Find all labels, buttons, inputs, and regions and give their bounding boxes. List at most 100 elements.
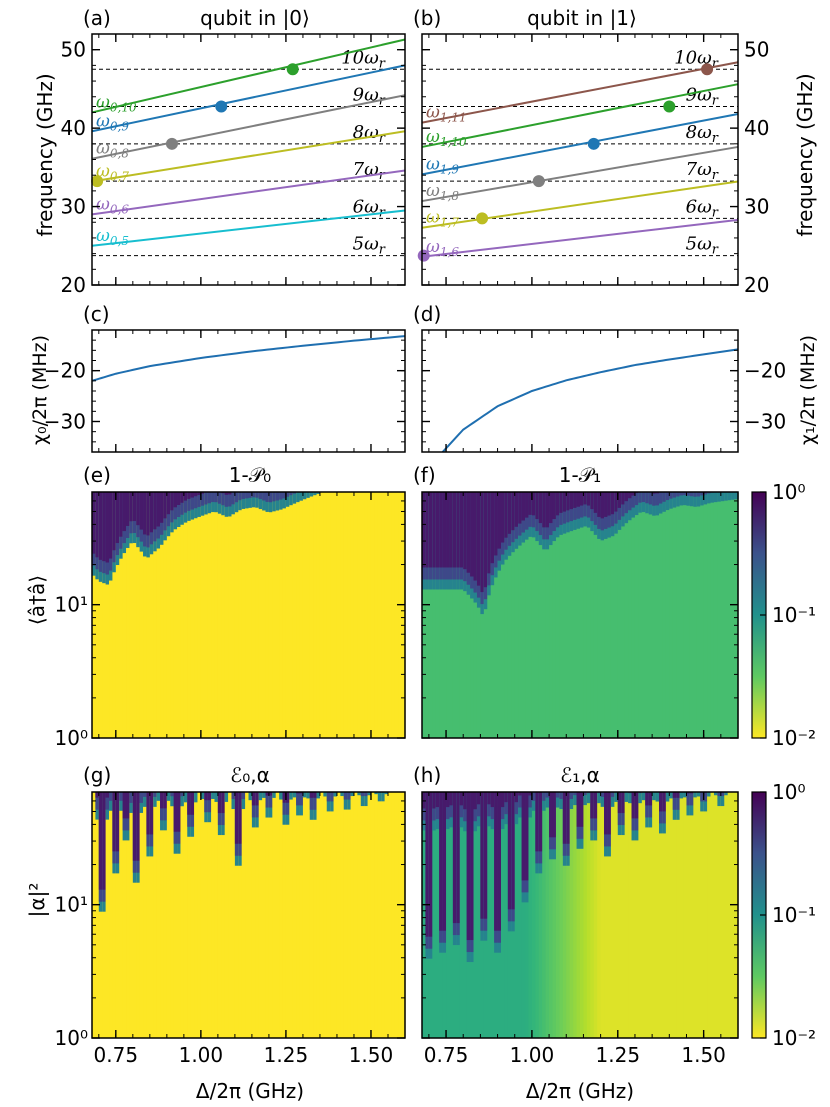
panel-title-b: qubit in |1⟩ [527,6,637,30]
heatmap-cell [518,492,523,524]
crossing-marker [663,100,676,113]
panel-letter-a: (a) [83,6,111,30]
x-tick-label: 0.75 [94,1043,139,1067]
heatmap-cell [398,492,403,738]
heatmap-cell [156,492,161,738]
heatmap-cell [446,492,451,738]
heatmap-cell [95,492,100,558]
heatmap-cell [641,792,646,801]
heatmap-cell [679,492,684,738]
heatmap-cell [542,792,547,811]
heatmap-cell [597,492,602,517]
heatmap-cell [170,792,175,1038]
heatmap-cell [518,792,523,808]
heatmap-cell [689,492,694,738]
heatmap-cell [224,792,229,802]
heatmap-cell [634,492,639,738]
heatmap-cell [480,492,485,593]
heatmap-cell [624,492,629,502]
heatmap-cell [268,492,273,503]
heatmap-cell [377,792,382,1038]
colorbar-tick-label: 10⁰ [772,480,805,504]
heatmap-cell [279,492,284,500]
heatmap-cell [370,492,375,738]
heatmap-cell [446,492,451,568]
heatmap-cell [200,792,205,799]
heatmap-cell [713,492,718,503]
heatmap-cell [194,492,199,509]
heatmap-cell [624,792,629,1038]
heatmap-cell [95,792,100,810]
heatmap-cell [268,492,273,738]
heatmap-cell [211,492,216,503]
heatmap-cell [309,792,314,798]
heatmap-cell [248,492,253,738]
harmonic-label: 10ωr [341,47,386,71]
heatmap-cell [105,492,110,738]
heatmap-cell [139,492,144,530]
heatmap-cell [724,492,729,501]
heatmap-cell [313,792,318,1038]
y-tick-label: 10¹ [55,893,88,917]
heatmap-cell [265,792,270,796]
heatmap-cell [299,492,304,501]
heatmap-cell [370,792,375,1038]
x-tick-label: 0.75 [424,1043,469,1067]
heatmap-cell [525,492,530,738]
y-label-frequency-left: frequency (GHz) [33,73,57,236]
panel-letter-g: (g) [83,763,111,787]
heatmap-cell [275,492,280,511]
heatmap-cell [600,792,605,807]
heatmap-cell [241,492,246,738]
heatmap-cell [367,792,372,1038]
heatmap-cell [501,792,506,808]
series-label-sub: 0,5 [110,234,129,248]
heatmap-cell [143,792,148,1038]
heatmap-cell [194,492,199,497]
heatmap-cell [610,492,615,515]
heatmap-cell [401,492,406,738]
heatmap-cell [638,792,643,1038]
heatmap-cell [109,492,114,738]
panel-title-e: 1-𝒫₀ [229,463,271,487]
heatmap-cell [593,492,598,738]
panel-g: 10⁰ 10¹ 0.75 1.00 1.25 1.50 [55,791,406,1067]
heatmap-cell [146,792,151,835]
panel-c: −30 −20 [44,329,406,453]
heatmap-cell [456,492,461,738]
harmonic-label-sub: r [712,205,719,220]
heatmap-cell [703,492,708,495]
heatmap-cell [439,792,444,931]
heatmap-cell [497,492,502,738]
heatmap-cell [350,792,355,797]
heatmap-cell [586,492,591,506]
heatmap-cell [367,492,372,738]
heatmap-cell [559,792,564,1038]
heatmap-cell [504,792,509,1038]
heatmap-cell [190,492,195,498]
heatmap-cell [374,492,379,738]
colorbar-tick-label: 10⁻² [772,726,816,750]
heatmap-cell [452,492,457,738]
heatmap-cell [214,492,219,503]
heatmap-cell [197,792,202,1038]
heatmap-cell [521,792,526,881]
heatmap-cell [302,792,307,798]
heatmap-cell [166,792,171,801]
heatmap-cell [689,792,694,1038]
heatmap-cell [645,492,650,738]
heatmap-cell [545,492,550,528]
heatmap-cell [679,492,684,496]
heatmap-cell [528,492,533,738]
heatmap-cell [119,792,124,801]
heatmap-cell [552,792,557,838]
heatmap-cell [177,792,182,832]
heatmap-cell [470,492,475,577]
heatmap-cell [621,492,626,738]
harmonic-label-sub: r [379,243,386,258]
heatmap-cell [665,492,670,501]
heatmap-cell [463,792,468,1038]
heatmap-cell [552,492,557,738]
heatmap-cell [333,792,338,797]
